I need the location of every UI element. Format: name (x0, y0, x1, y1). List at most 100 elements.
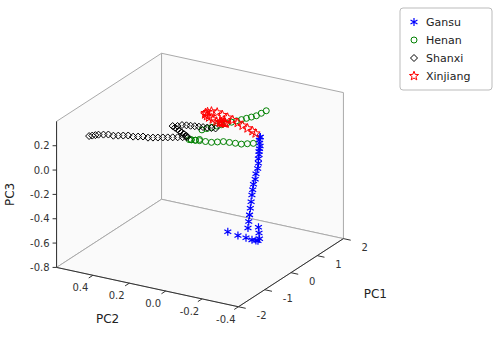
z-tick (53, 145, 57, 146)
point (169, 123, 176, 130)
point (245, 217, 252, 225)
y-axis-line (238, 239, 343, 307)
point (169, 134, 176, 141)
point (164, 134, 171, 141)
point (254, 165, 261, 173)
legend-marker (411, 55, 418, 62)
y-tick-label: -1 (283, 293, 293, 304)
z-tick (53, 243, 57, 244)
y-tick-label: 1 (335, 259, 341, 270)
z-tick (53, 218, 57, 219)
y-tick-label: -2 (257, 310, 267, 321)
point (149, 134, 156, 141)
point (100, 131, 107, 138)
y-tick (343, 239, 350, 241)
y-axis-label: PC1 (364, 287, 387, 301)
legend-entry: Shanxi (426, 52, 463, 65)
z-tick-label: -0.6 (30, 238, 50, 249)
z-axis-label: PC3 (3, 183, 17, 206)
series-0 (224, 133, 263, 245)
point (253, 170, 260, 178)
x-tick (234, 307, 238, 310)
point (224, 228, 231, 236)
point (238, 141, 244, 147)
point (208, 139, 214, 145)
y-tick-label: 2 (362, 242, 368, 253)
point (252, 175, 259, 183)
z-tick-label: 0.2 (34, 140, 50, 151)
point (246, 211, 253, 219)
point (250, 140, 256, 146)
y-tick (265, 290, 272, 292)
z-tick (53, 194, 57, 195)
point (95, 131, 102, 138)
x-tick-label: 0.4 (72, 282, 88, 293)
legend-marker (409, 71, 418, 80)
point (248, 191, 255, 199)
legend-box (400, 8, 492, 90)
point (154, 134, 161, 141)
chart: 0.40.20.0-0.2-0.4-2-1012-0.8-0.6-0.4-0.2… (0, 0, 500, 363)
point (202, 139, 208, 145)
point (248, 126, 257, 135)
point (214, 139, 220, 145)
x-tick (161, 291, 165, 294)
point (130, 133, 137, 140)
point (243, 234, 250, 242)
y-tick (291, 273, 298, 275)
x-tick-label: 0.2 (109, 290, 125, 301)
point (250, 180, 257, 188)
point (120, 132, 127, 139)
point (232, 140, 238, 146)
legend-marker (411, 37, 417, 43)
x-tick-label: -0.2 (180, 306, 200, 317)
z-tick (53, 170, 57, 171)
y-tick (317, 256, 324, 258)
legend-marker (411, 18, 418, 26)
point (249, 186, 256, 194)
x-tick (198, 299, 202, 302)
point (220, 139, 226, 145)
point (144, 134, 151, 141)
y-tick-label: 0 (309, 276, 315, 287)
point (247, 204, 254, 212)
x-tick-label: 0.0 (145, 298, 161, 309)
x-tick (89, 275, 93, 278)
x-tick-label: -0.4 (216, 314, 236, 325)
point (233, 118, 242, 127)
point (159, 134, 166, 141)
point (234, 232, 241, 240)
point (192, 137, 198, 143)
point (243, 124, 252, 133)
z-tick-label: -0.2 (30, 189, 50, 200)
point (255, 159, 262, 167)
point (245, 224, 252, 232)
z-tick-label: -0.4 (30, 213, 50, 224)
point (135, 133, 142, 140)
point (192, 137, 198, 143)
y-tick (238, 307, 245, 309)
x-axis-label: PC2 (96, 312, 119, 326)
point (248, 198, 255, 206)
points (86, 107, 270, 245)
series-2 (86, 122, 219, 142)
legend-entry: Gansu (426, 16, 461, 29)
point (249, 236, 256, 244)
point (197, 136, 203, 142)
point (226, 139, 232, 145)
series-3 (201, 107, 261, 138)
point (244, 141, 250, 147)
point (110, 132, 117, 139)
z-tick-label: 0.0 (34, 165, 50, 176)
series-1 (186, 108, 269, 147)
legend: Gansu Henan Shanxi Xinjiang (400, 8, 492, 90)
point (115, 132, 122, 139)
legend-entry: Xinjiang (426, 70, 470, 83)
z-tick (53, 267, 57, 268)
pane (57, 199, 344, 306)
legend-entry: Henan (426, 34, 462, 47)
axes: 0.40.20.0-0.2-0.4-2-1012-0.8-0.6-0.4-0.2… (3, 121, 387, 326)
point (238, 121, 247, 130)
point (215, 117, 224, 126)
x-tick (125, 283, 129, 286)
